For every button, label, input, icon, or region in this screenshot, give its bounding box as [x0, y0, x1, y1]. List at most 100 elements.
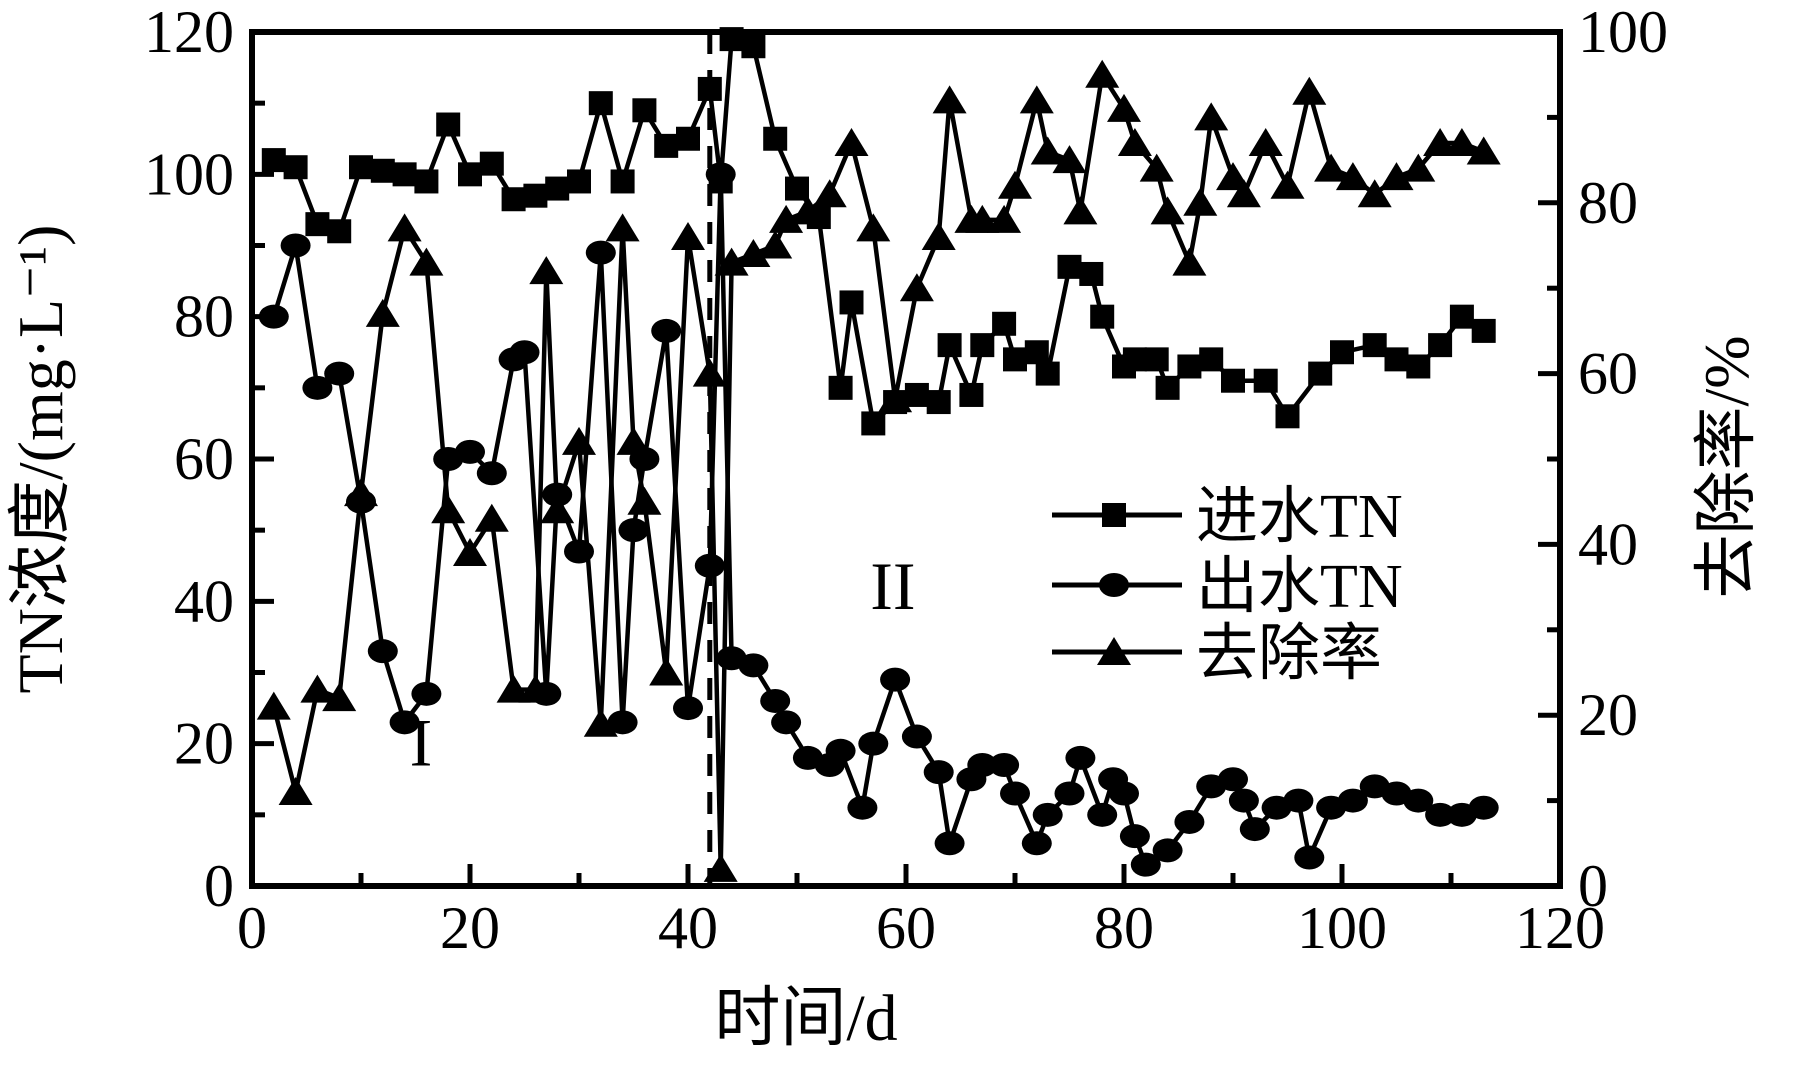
effluent-tn-marker: [1109, 781, 1139, 806]
removal-rate-marker: [1052, 145, 1087, 174]
removal-rate-marker: [562, 426, 596, 455]
removal-rate-marker: [1226, 179, 1261, 208]
removal-rate-marker: [496, 674, 531, 703]
influent-tn-marker: [992, 311, 1017, 336]
removal-rate-marker: [540, 495, 575, 524]
influent-tn-marker: [1471, 318, 1496, 343]
removal-rate-marker: [1183, 187, 1218, 216]
effluent-tn-marker: [1468, 795, 1499, 820]
removal-rate-marker: [671, 221, 705, 250]
influent-tn-marker: [1079, 261, 1104, 286]
influent-tn-marker: [1122, 347, 1147, 372]
removal-rate-marker: [812, 179, 847, 208]
effluent-tn-marker: [389, 710, 420, 735]
legend-circle-marker: [1099, 573, 1129, 597]
yleft-tick-label: 80: [174, 284, 234, 350]
influent-tn-marker: [370, 158, 395, 183]
influent-tn-marker: [1144, 347, 1169, 372]
removal-rate-marker: [1107, 93, 1141, 122]
legend-row-effluent-tn: 出水TN: [1052, 553, 1403, 621]
removal-rate-marker: [998, 170, 1032, 199]
removal-rate-marker: [387, 213, 422, 242]
legend-label-removal-rate: 去除率: [1196, 620, 1382, 688]
axis-tick-labels: 0 20 40 60 80 100 1200204060801001200204060801…: [144, 0, 1668, 961]
influent-tn-marker: [1035, 361, 1060, 386]
effluent-tn-marker: [618, 518, 649, 543]
influent-tn-marker: [479, 151, 504, 176]
removal-rate-marker: [518, 674, 553, 703]
removal-rate-marker: [278, 777, 313, 806]
yright-tick-label: 20: [1578, 682, 1638, 748]
effluent-tn-marker: [476, 461, 507, 486]
influent-tn-marker: [1057, 254, 1082, 279]
legend-label-effluent-tn: 出水TN: [1196, 553, 1403, 621]
removal-rate-marker: [474, 503, 509, 532]
yleft-axis-title: TN浓度/(mg·L⁻¹): [5, 225, 76, 694]
removal-rate-marker: [1085, 59, 1120, 88]
removal-rate-marker: [1019, 85, 1054, 114]
removal-rate-marker: [1139, 153, 1174, 182]
removal-rate-marker: [1335, 162, 1370, 191]
removal-rate-marker: [529, 256, 564, 285]
influent-tn-marker: [763, 126, 788, 151]
influent-tn-marker: [1221, 368, 1245, 393]
removal-rate-marker: [583, 708, 618, 737]
influent-tn-marker: [1155, 375, 1180, 400]
effluent-tn-marker: [367, 639, 398, 664]
legend-label-influent-tn: 进水TN: [1196, 483, 1403, 551]
yleft-tick-label: 0: [204, 853, 234, 919]
x-tick-label: 20: [440, 895, 500, 961]
effluent-tn-marker: [607, 710, 638, 735]
effluent-tn-marker: [1021, 831, 1052, 856]
effluent-tn-marker: [509, 340, 540, 365]
removal-rate-marker: [1270, 170, 1305, 199]
effluent-tn-marker: [1337, 788, 1368, 813]
effluent-tn-marker: [258, 304, 289, 329]
removal-rate-marker: [409, 247, 444, 276]
effluent-tn-marker: [280, 233, 311, 258]
influent-tn-marker: [970, 333, 995, 358]
yleft-tick-label: 60: [174, 426, 234, 492]
influent-tn-marker: [392, 162, 417, 187]
removal-rate-marker: [1030, 136, 1065, 165]
removal-rate-marker: [365, 298, 400, 327]
effluent-tn-marker: [1239, 817, 1270, 842]
x-tick-label: 60: [876, 895, 936, 961]
effluent-tn-marker: [673, 696, 703, 721]
effluent-tn-marker: [880, 667, 911, 692]
removal-rate-marker: [322, 683, 357, 712]
influent-tn-marker: [545, 176, 570, 201]
influent-tn-marker: [1384, 347, 1409, 372]
removal-rate-marker: [453, 537, 487, 566]
influent-tn-marker: [654, 133, 679, 158]
removal-rate-marker: [834, 128, 869, 157]
removal-rate-marker: [692, 358, 727, 387]
yleft-tick-label: 120: [144, 0, 234, 65]
removal-rate-marker: [932, 85, 967, 114]
influent-tn-marker: [1362, 333, 1387, 358]
removal-rate-marker: [758, 230, 793, 259]
influent-tn-marker: [839, 290, 864, 315]
removal-rate-marker: [714, 247, 749, 276]
removal-rate-marker: [1150, 196, 1185, 225]
effluent-tn-marker: [1425, 802, 1456, 827]
effluent-tn-marker: [989, 753, 1020, 778]
yleft-tick-label: 40: [174, 568, 234, 634]
effluent-tn-marker: [1403, 788, 1434, 813]
influent-tn-marker: [523, 183, 548, 208]
effluent-tn-marker: [771, 710, 802, 735]
influent-tn-marker: [904, 382, 929, 407]
effluent-tn-marker: [738, 653, 769, 678]
influent-tn-marker: [327, 219, 352, 244]
influent-tn-marker: [697, 76, 722, 101]
x-tick-label: 100: [1297, 895, 1387, 961]
influent-tn-marker: [458, 162, 482, 187]
influent-tn-marker: [1428, 333, 1453, 358]
effluent-tn-marker: [825, 738, 856, 763]
x-tick-label: 120: [1515, 895, 1605, 961]
influent-tn-marker: [785, 176, 809, 201]
influent-tn-marker: [1090, 304, 1115, 329]
effluent-tn-marker: [694, 553, 725, 578]
